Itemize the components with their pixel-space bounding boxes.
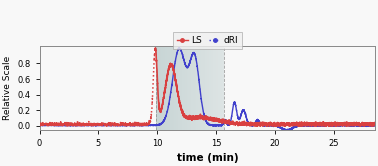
Bar (222, 46, 223, 130)
Bar (173, 46, 174, 130)
Bar (186, 46, 187, 130)
Bar (217, 46, 218, 130)
Bar (163, 46, 164, 130)
Bar (211, 46, 212, 130)
Bar (212, 46, 213, 130)
Bar (159, 46, 160, 130)
Bar (178, 46, 179, 130)
Bar (200, 46, 201, 130)
Bar (169, 46, 170, 130)
Bar (160, 46, 161, 130)
Bar (164, 46, 165, 130)
Bar (204, 46, 205, 130)
Bar (177, 46, 178, 130)
Bar (185, 46, 186, 130)
Bar (191, 46, 192, 130)
Bar (174, 46, 175, 130)
Bar (215, 46, 216, 130)
Bar (208, 46, 209, 130)
Bar (165, 46, 166, 130)
Bar (193, 46, 194, 130)
Bar (224, 46, 225, 130)
Bar (194, 46, 195, 130)
Bar (157, 46, 158, 130)
Bar (203, 46, 204, 130)
Bar (176, 46, 177, 130)
Bar (195, 46, 196, 130)
Bar (187, 46, 188, 130)
Bar (218, 46, 219, 130)
Bar (158, 46, 159, 130)
Bar (206, 46, 207, 130)
Bar (214, 46, 215, 130)
Bar (162, 46, 163, 130)
Bar (166, 46, 167, 130)
Bar (192, 46, 193, 130)
Bar (213, 46, 214, 130)
Bar (182, 46, 183, 130)
Bar (190, 46, 191, 130)
Bar (171, 46, 172, 130)
Bar (197, 46, 198, 130)
X-axis label: time (min): time (min) (177, 153, 238, 163)
Bar (183, 46, 184, 130)
Y-axis label: Relative Scale: Relative Scale (3, 56, 12, 120)
Bar (209, 46, 210, 130)
Bar (220, 46, 221, 130)
Bar (205, 46, 206, 130)
Bar (181, 46, 182, 130)
Bar (156, 46, 157, 130)
Bar (199, 46, 200, 130)
Bar (170, 46, 171, 130)
Bar (207, 46, 208, 130)
Bar (202, 46, 203, 130)
Bar (172, 46, 173, 130)
Bar (201, 46, 202, 130)
Bar (198, 46, 199, 130)
Bar (216, 46, 217, 130)
Bar (161, 46, 162, 130)
Bar (167, 46, 168, 130)
Bar (223, 46, 224, 130)
Bar (180, 46, 181, 130)
Bar (188, 46, 189, 130)
Bar (219, 46, 220, 130)
Bar (179, 46, 180, 130)
Bar (189, 46, 190, 130)
Bar (175, 46, 176, 130)
Legend: LS, dRI: LS, dRI (173, 33, 242, 49)
Bar (184, 46, 185, 130)
Bar (196, 46, 197, 130)
Bar (221, 46, 222, 130)
Bar (210, 46, 211, 130)
Bar (168, 46, 169, 130)
